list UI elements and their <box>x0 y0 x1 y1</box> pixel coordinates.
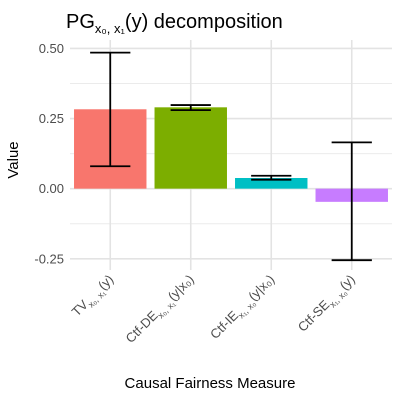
bar <box>235 178 308 189</box>
y-axis-title: Value <box>5 141 22 178</box>
x-tick-label-text: Ctf-SEx₁, x₀(y) <box>295 272 360 337</box>
x-tick-label: Ctf-IEx₁, x₀(y|x₀) <box>207 272 279 344</box>
bar <box>154 107 227 189</box>
x-tick-label-text: TVx₀, x₁(y) <box>69 272 119 322</box>
x-tick-label: TVx₀, x₁(y) <box>69 272 119 322</box>
y-tick-label: 0.50 <box>39 41 64 56</box>
x-axis-title: Causal Fairness Measure <box>125 375 296 392</box>
y-tick-label: 0.25 <box>39 111 64 126</box>
y-tick-label: 0.00 <box>39 181 64 196</box>
bars <box>74 107 388 202</box>
chart-title: PGx₀, x₁(y) decomposition <box>66 11 283 36</box>
x-tick-label-text: Ctf-DEx₀, x₁(y|x₀) <box>122 272 198 348</box>
y-tick-label: -0.25 <box>34 251 64 266</box>
y-tick-labels: -0.25 0.00 0.25 0.50 <box>34 41 64 266</box>
x-tick-label: Ctf-DEx₀, x₁(y|x₀) <box>122 272 198 348</box>
error-bars <box>90 51 372 262</box>
x-tick-label-text: Ctf-IEx₁, x₀(y|x₀) <box>207 272 279 344</box>
x-tick-label: Ctf-SEx₁, x₀(y) <box>295 272 360 337</box>
x-tick-labels: TVx₀, x₁(y)Ctf-DEx₀, x₁(y|x₀)Ctf-IEx₁, x… <box>69 272 360 348</box>
